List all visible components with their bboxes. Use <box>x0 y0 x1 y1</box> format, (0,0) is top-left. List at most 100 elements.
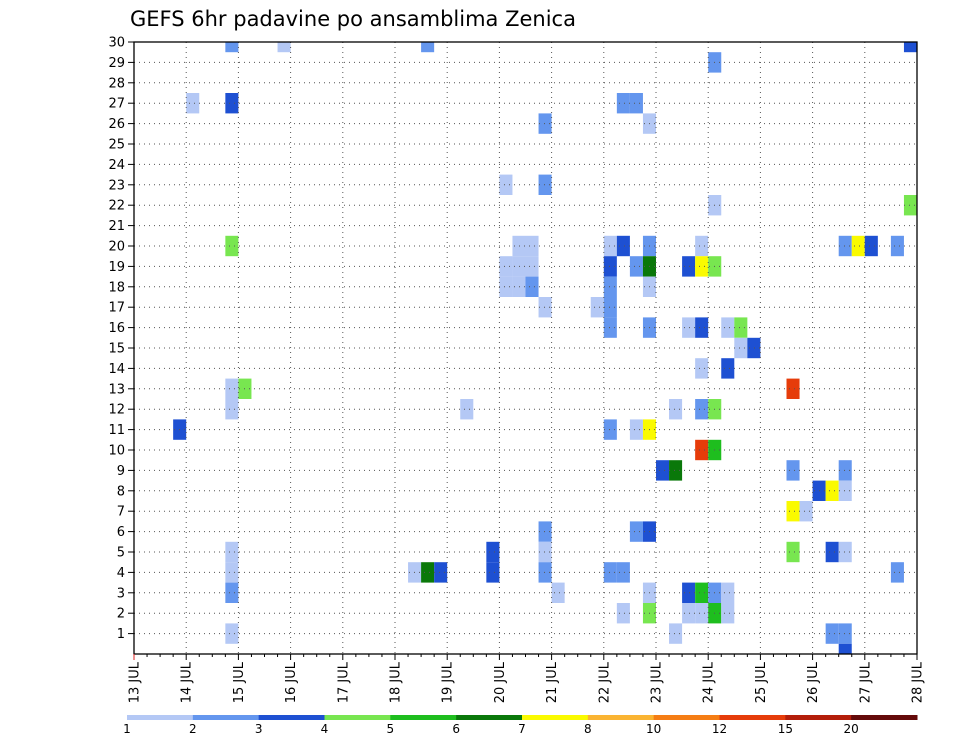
precip-cell <box>838 541 852 563</box>
precip-cell <box>669 460 683 481</box>
precip-cell <box>695 399 709 420</box>
precip-cell <box>603 276 617 297</box>
precip-cell <box>864 235 878 257</box>
y-tick-label: 19 <box>108 260 125 275</box>
precip-cell <box>890 562 904 583</box>
precip-cell <box>695 439 709 461</box>
precip-cell <box>629 419 643 440</box>
legend-label: 12 <box>712 722 727 736</box>
precip-cell <box>616 235 630 257</box>
legend-label: 8 <box>584 722 592 736</box>
precip-cell <box>225 582 239 603</box>
x-tick-label: 22 JUL <box>597 661 612 703</box>
precip-cell <box>695 317 709 338</box>
precip-cell <box>721 358 735 379</box>
precip-cell <box>603 317 617 338</box>
precip-cell <box>603 562 617 583</box>
precip-cell <box>903 42 917 53</box>
y-tick-label: 29 <box>108 56 125 71</box>
precip-cell <box>538 562 552 583</box>
y-tick-label: 8 <box>117 484 125 499</box>
precip-cell <box>525 235 539 257</box>
x-tick-label: 21 JUL <box>545 661 560 703</box>
y-tick-label: 5 <box>117 546 125 561</box>
precip-cell <box>603 419 617 440</box>
precip-cell <box>890 235 904 257</box>
y-tick-label: 7 <box>117 505 125 520</box>
legend-label: 20 <box>844 722 859 736</box>
legend-swatch <box>258 715 325 720</box>
legend-label: 6 <box>452 722 460 736</box>
legend-label: 4 <box>321 722 329 736</box>
legend-label: 15 <box>778 722 793 736</box>
legend-swatch <box>587 715 655 720</box>
precip-cell <box>225 623 239 644</box>
precip-cell <box>186 93 200 114</box>
precip-cell <box>825 541 839 563</box>
y-tick-label: 30 <box>108 36 125 51</box>
x-tick-label: 19 JUL <box>441 661 456 703</box>
legend: 1 2 3 4 5 6 7 8 10 12 15 20 <box>123 715 918 736</box>
x-tick-label: 16 JUL <box>284 661 299 703</box>
precip-cell <box>590 297 604 318</box>
legend-label: 3 <box>255 722 263 736</box>
y-tick-label: 13 <box>108 382 125 397</box>
y-tick-label: 4 <box>117 566 125 581</box>
precip-cell <box>799 501 813 522</box>
legend-swatch <box>390 715 457 720</box>
precip-cell <box>603 235 617 257</box>
precip-cell <box>695 582 709 603</box>
precip-cell <box>603 256 617 277</box>
legend-label: 2 <box>189 722 197 736</box>
precip-cell <box>682 582 696 603</box>
y-tick-label: 9 <box>117 464 125 479</box>
precip-cell <box>616 93 630 114</box>
y-tick-label: 6 <box>117 525 125 540</box>
precip-cell <box>499 256 513 277</box>
precip-cell <box>721 603 735 624</box>
y-tick-label: 24 <box>108 158 125 173</box>
precip-cell <box>734 317 748 338</box>
precip-cell <box>629 93 643 114</box>
y-tick-label: 2 <box>117 607 125 622</box>
legend-swatch <box>851 715 918 720</box>
precip-cell <box>499 276 513 297</box>
legend-label: 5 <box>387 722 395 736</box>
precip-cell <box>225 42 239 53</box>
y-tick-label: 20 <box>108 240 125 255</box>
precip-cell <box>525 256 539 277</box>
y-axis: 1234567891011121314151617181920212223242… <box>108 36 134 642</box>
y-tick-label: 23 <box>108 178 125 193</box>
y-tick-label: 12 <box>108 403 125 418</box>
precip-cell <box>682 256 696 277</box>
grid-layer <box>134 42 917 654</box>
legend-swatch <box>324 715 391 720</box>
precip-cell <box>421 42 435 53</box>
y-tick-label: 16 <box>108 321 125 336</box>
precip-cell <box>695 603 709 624</box>
precip-cell <box>786 501 800 522</box>
precip-cell <box>838 623 852 644</box>
legend-label: 1 <box>123 722 131 736</box>
precip-cell <box>538 541 552 563</box>
y-tick-label: 22 <box>108 199 125 214</box>
precip-cell <box>838 460 852 481</box>
y-tick-label: 17 <box>108 301 125 316</box>
y-tick-label: 26 <box>108 117 125 132</box>
precip-cell <box>225 378 239 399</box>
y-tick-label: 3 <box>117 586 125 601</box>
precip-cell <box>825 623 839 644</box>
precip-cell <box>695 256 709 277</box>
legend-swatch <box>653 715 720 720</box>
x-tick-label: 14 JUL <box>180 661 195 703</box>
y-tick-label: 15 <box>108 342 125 357</box>
y-tick-label: 11 <box>108 423 125 438</box>
legend-swatch <box>785 715 852 720</box>
precip-cell <box>695 235 709 257</box>
precip-cell <box>616 603 630 624</box>
y-tick-label: 10 <box>108 444 125 459</box>
precip-cell <box>421 562 435 583</box>
cells-layer <box>173 42 917 654</box>
